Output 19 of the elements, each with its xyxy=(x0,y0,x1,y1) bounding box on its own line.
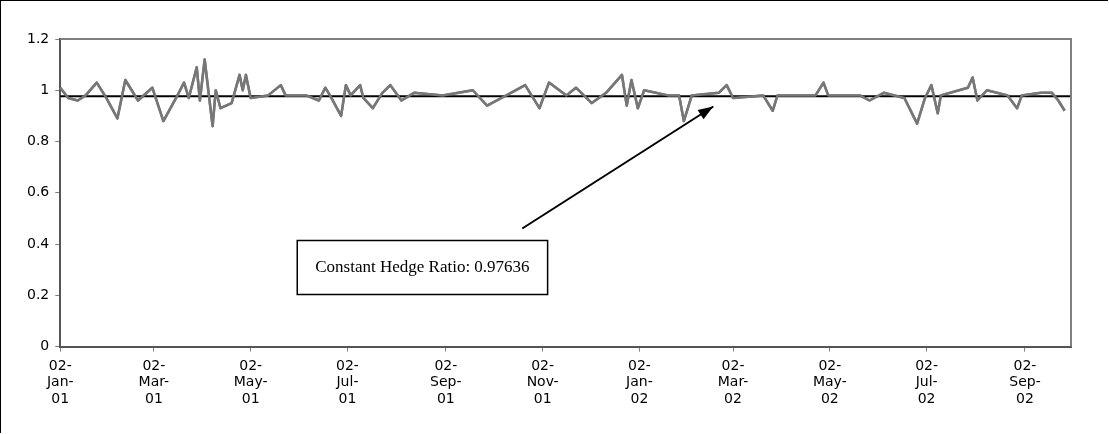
x-tick-label: 02-Mar-02 xyxy=(717,356,749,407)
y-tick-label: 1.2 xyxy=(27,29,50,46)
annotation: Constant Hedge Ratio: 0.97636 xyxy=(315,256,530,276)
x-tick-label: 02-May-02 xyxy=(812,356,847,407)
x-tick-label: 02-Jul-02 xyxy=(914,356,939,407)
y-tick-label: 0.6 xyxy=(27,183,50,200)
y-tick-label: 1 xyxy=(40,80,50,97)
y-tick-label: 0 xyxy=(40,337,50,354)
x-tick-label: 02-Jan-02 xyxy=(625,356,653,407)
x-tick-label: 02-Nov-01 xyxy=(526,356,559,407)
x-tick-label: 02-Jan-01 xyxy=(45,356,74,407)
y-tick-label: 0.8 xyxy=(27,132,50,149)
x-tick-label: 02-Jul-01 xyxy=(335,356,359,407)
y-tick-label: 0.2 xyxy=(27,285,50,302)
x-tick-label: 02-Sep-02 xyxy=(1009,356,1041,407)
x-tick-label: 02-May-01 xyxy=(233,356,268,407)
x-tick-label: 02-Sep-01 xyxy=(430,356,462,407)
x-tick-label: 02-Mar-01 xyxy=(138,356,170,407)
y-tick-label: 0.4 xyxy=(27,234,50,251)
